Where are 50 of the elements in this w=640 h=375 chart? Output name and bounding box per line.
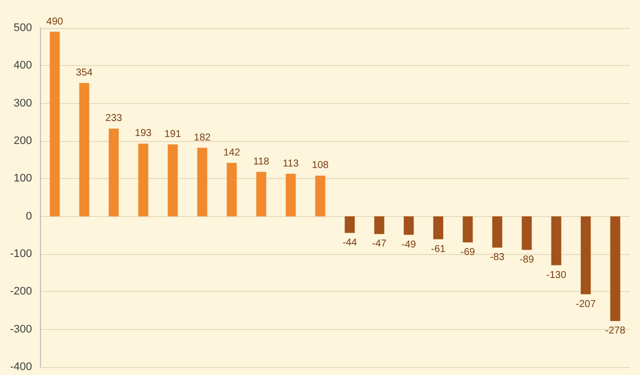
data-label: 354 — [76, 67, 94, 78]
data-label: 193 — [134, 128, 152, 140]
bar — [492, 216, 502, 248]
data-label: -278 — [605, 326, 626, 337]
y-tick-label: 300 — [14, 97, 32, 110]
data-label: 113 — [282, 158, 300, 170]
data-label: -47 — [372, 238, 387, 250]
data-label: 191 — [164, 128, 182, 140]
bar — [522, 216, 532, 250]
bar — [79, 82, 90, 216]
bar — [374, 216, 384, 234]
data-label: -207 — [576, 298, 596, 310]
bar — [197, 148, 208, 216]
data-label: -44 — [342, 237, 358, 248]
bar — [610, 216, 620, 322]
data-label: 142 — [223, 147, 241, 158]
bar — [50, 32, 60, 216]
data-label: -61 — [431, 244, 446, 255]
bar — [226, 162, 237, 216]
bar — [462, 216, 473, 242]
bar — [315, 176, 326, 216]
y-tick-label: -200 — [10, 286, 32, 298]
y-tick-label: 500 — [14, 22, 32, 34]
data-label: -130 — [546, 270, 567, 281]
y-tick-label: 0 — [26, 210, 32, 222]
y-tick-label: -400 — [10, 361, 32, 373]
bar — [168, 144, 178, 216]
bar — [108, 128, 119, 216]
data-label: 490 — [46, 16, 64, 28]
y-tick-label: 100 — [14, 172, 32, 185]
bar — [551, 216, 562, 266]
data-label: 182 — [194, 132, 212, 144]
y-tick-label: -100 — [10, 248, 32, 260]
data-label: -89 — [520, 254, 534, 266]
data-label: 108 — [312, 160, 330, 172]
y-tick-label: -300 — [10, 323, 32, 336]
y-tick-label: 200 — [14, 135, 32, 147]
data-label: 233 — [105, 113, 123, 124]
bar — [404, 216, 414, 235]
bar — [580, 216, 591, 294]
data-label: -49 — [402, 239, 416, 250]
bar — [286, 174, 296, 216]
bar — [138, 144, 148, 216]
bar — [433, 216, 444, 240]
bar — [344, 216, 355, 233]
data-label: -83 — [490, 252, 505, 264]
data-label: 118 — [253, 156, 270, 168]
y-tick-label: 400 — [14, 60, 32, 72]
bar — [256, 172, 266, 216]
data-label: -69 — [460, 246, 476, 258]
